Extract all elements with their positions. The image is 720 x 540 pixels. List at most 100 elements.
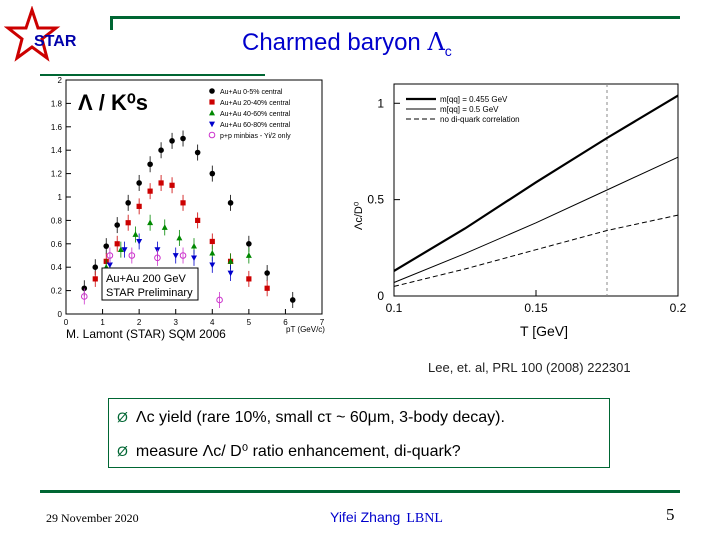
- left-data-point: [128, 252, 136, 259]
- left-legend-marker: [209, 99, 215, 105]
- left-x-ticks: 0 1 2 3 4 5 6 7: [64, 309, 325, 327]
- right-y-tick-label: 0: [377, 289, 384, 303]
- left-data-point: [227, 200, 234, 206]
- left-divider: [40, 74, 265, 77]
- left-y-tick-label: 0.4: [51, 263, 63, 272]
- left-data-point: [264, 285, 270, 291]
- right-x-ticks: 0.1 0.15 0.2: [386, 290, 687, 315]
- bullet-1: Ø Λc yield (rare 10%, small cτ ~ 60μm, 3-…: [117, 409, 505, 427]
- left-x-tick-label: 4: [210, 318, 215, 327]
- page-number: 5: [666, 505, 675, 524]
- left-y-tick-label: 1.2: [51, 170, 63, 179]
- left-data-point: [92, 264, 99, 270]
- left-x-tick-label: 0: [64, 318, 69, 327]
- left-y-tick-label: 1: [58, 193, 63, 202]
- left-data-point: [169, 138, 175, 144]
- left-data-point: [136, 180, 142, 186]
- left-data-point: [161, 224, 168, 230]
- left-data-points: [80, 130, 296, 308]
- left-data-point: [125, 200, 131, 206]
- left-x-tick-label: 6: [283, 318, 288, 327]
- left-data-point: [209, 249, 216, 256]
- left-data-point: [227, 258, 234, 264]
- left-y-tick-label: 0.8: [51, 216, 63, 225]
- left-data-point: [154, 254, 161, 262]
- left-data-point: [191, 255, 197, 262]
- top-divider: [110, 16, 680, 19]
- left-x-tick-label: 7: [320, 318, 325, 327]
- left-legend-marker: [209, 109, 215, 116]
- left-data-point: [147, 188, 153, 194]
- left-data-point: [216, 296, 223, 304]
- left-x-label: pT (GeV/c): [286, 325, 325, 334]
- left-legend: Au+Au 0-5% central Au+Au 20-40% central Au…: [208, 88, 291, 140]
- right-lines: [393, 84, 679, 296]
- left-x-tick-label: 3: [173, 318, 178, 327]
- left-data-point: [158, 180, 164, 186]
- right-series-line: [393, 94, 679, 272]
- left-legend-label: Au+Au 60-80% central: [220, 122, 291, 129]
- label-box-line-2: STAR Preliminary: [106, 287, 193, 299]
- bottom-divider: [40, 490, 680, 493]
- right-y-label: Λc/D⁰: [353, 201, 365, 230]
- right-y-tick-label: 1: [377, 96, 384, 110]
- right-x-label: T [GeV]: [520, 323, 568, 339]
- left-data-point: [114, 222, 120, 228]
- right-legend-label: m[qq] = 0.455 GeV: [440, 95, 508, 104]
- left-data-point: [136, 239, 143, 245]
- left-legend-label: Au+Au 20-40% central: [220, 100, 291, 107]
- author-institution: LBNL: [406, 511, 443, 526]
- right-series-line: [393, 214, 679, 287]
- left-y-tick-label: 0: [58, 310, 63, 319]
- right-legend-label: m[qq] = 0.5 GeV: [440, 105, 499, 114]
- left-data-point: [227, 270, 234, 277]
- left-data-point: [106, 252, 114, 259]
- right-x-tick-label: 0.15: [524, 301, 548, 315]
- left-data-point: [147, 219, 154, 226]
- left-data-point: [209, 262, 216, 269]
- title-main: Charmed baryon: [242, 29, 428, 56]
- left-x-tick-label: 5: [247, 318, 252, 327]
- title-sub: c: [444, 42, 452, 59]
- left-legend-label: Au+Au 40-60% central: [220, 111, 291, 118]
- left-data-point: [121, 247, 128, 253]
- left-data-point: [158, 147, 164, 153]
- right-legend-label: no di-quark correlation: [440, 115, 520, 124]
- left-y-tick-label: 0.2: [51, 287, 63, 296]
- left-data-point: [194, 149, 201, 156]
- left-data-point: [245, 252, 252, 258]
- arrow-bullet-icon: Ø: [117, 409, 128, 425]
- top-divider-tick: [110, 16, 113, 30]
- left-data-point: [180, 135, 186, 142]
- left-data-point: [246, 241, 252, 247]
- left-x-tick-label: 1: [100, 318, 105, 327]
- left-data-point: [114, 241, 120, 247]
- slide-title: Charmed baryon Λc: [242, 28, 452, 59]
- left-legend-marker: [209, 88, 215, 94]
- left-data-point: [103, 243, 110, 249]
- left-data-point: [209, 170, 216, 177]
- bullet-1-text: Λc yield (rare 10%, small cτ ~ 60μm, 3-b…: [135, 409, 505, 426]
- left-data-point: [289, 297, 296, 303]
- left-data-point: [180, 200, 186, 206]
- footer-author: Yifei Zhang LBNL: [330, 509, 443, 527]
- left-y-label: Λ / K⁰s: [78, 90, 148, 115]
- left-credit: M. Lamont (STAR) SQM 2006: [66, 327, 226, 341]
- left-legend-marker: [209, 121, 215, 128]
- left-plot: 0 0.2 0.4 0.6 0.8 1 1.2 1.4 1.6 1.8 2 0 1 2 3 4 5 6 7 Λ /…: [32, 76, 328, 344]
- left-y-tick-label: 2: [58, 76, 63, 85]
- right-x-tick-label: 0.1: [386, 301, 403, 315]
- left-data-point: [169, 182, 175, 188]
- reference-caption: Lee, et. al, PRL 100 (2008) 222301: [428, 360, 631, 375]
- right-y-ticks: 00.51: [367, 96, 400, 303]
- left-y-tick-label: 0.6: [51, 240, 63, 249]
- left-x-tick-label: 2: [137, 318, 142, 327]
- left-data-point: [125, 220, 131, 226]
- left-data-point: [264, 270, 270, 276]
- left-data-point: [106, 262, 113, 269]
- arrow-bullet-icon: Ø: [117, 443, 128, 459]
- left-y-tick-label: 1.4: [51, 146, 63, 155]
- left-data-point: [136, 203, 142, 209]
